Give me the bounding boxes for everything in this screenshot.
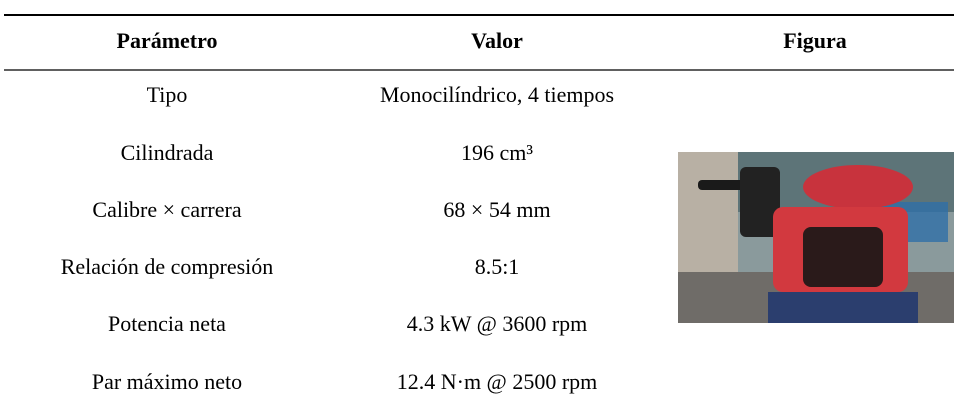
table-cell: Relación de compresión bbox=[61, 254, 274, 279]
table-cell: 4.3 kW @ 3600 rpm bbox=[407, 311, 588, 336]
table-cell: 196 cm³ bbox=[461, 140, 533, 165]
column-header: Valor bbox=[471, 28, 523, 53]
column-header: Figura bbox=[783, 28, 847, 53]
table-cell: 8.5:1 bbox=[475, 254, 520, 279]
table-cell: 68 × 54 mm bbox=[443, 197, 550, 222]
table-cell: Monocilíndrico, 4 tiempos bbox=[380, 82, 614, 107]
column-header: Parámetro bbox=[117, 28, 218, 53]
table: Parámetro Valor Figura Tipo Monocilíndrico, … bbox=[0, 0, 954, 417]
table-cell: Par máximo neto bbox=[92, 369, 242, 394]
engine-photo bbox=[678, 152, 954, 323]
table-cell: Cilindrada bbox=[121, 140, 214, 165]
table-cell: 12.4 N·m @ 2500 rpm bbox=[397, 369, 598, 394]
table-cell: Potencia neta bbox=[108, 311, 226, 336]
table-cell: Calibre × carrera bbox=[92, 197, 241, 222]
table-cell: Tipo bbox=[147, 82, 188, 107]
